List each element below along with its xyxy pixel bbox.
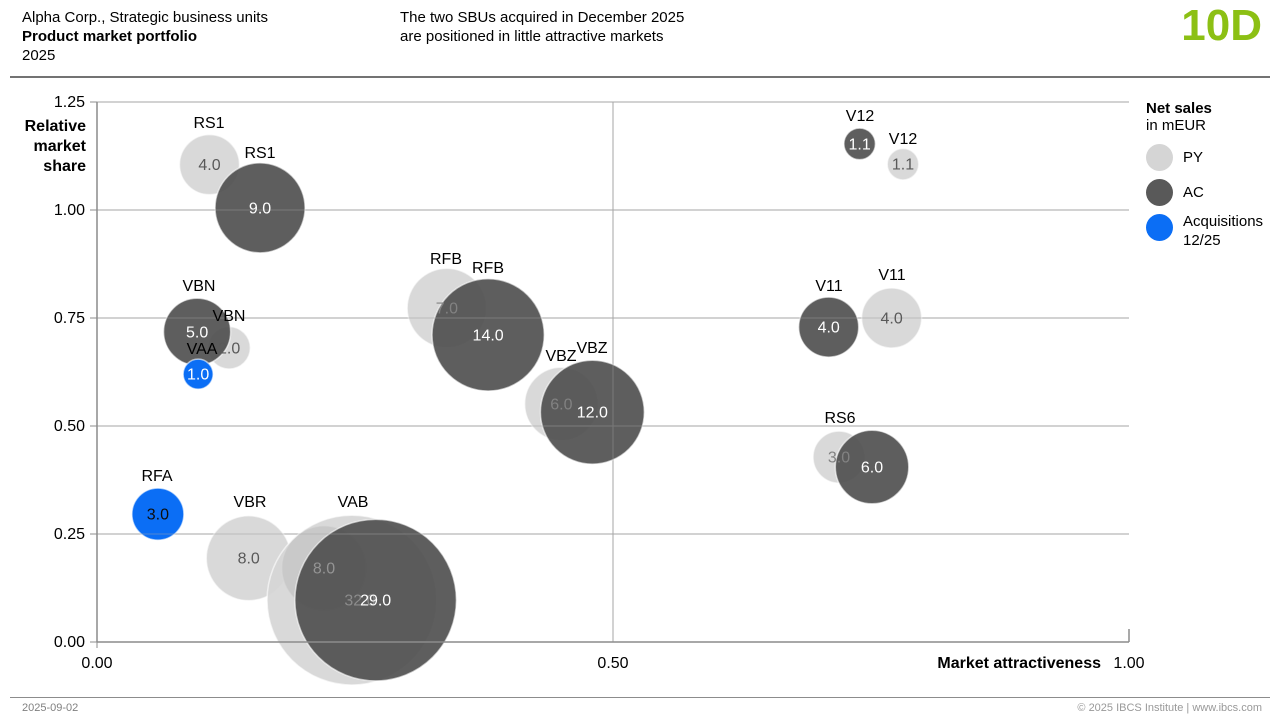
bubble-V11-AC <box>797 296 860 358</box>
bubble-label-VAB-PY: VAB <box>338 494 369 511</box>
y-axis-title: market <box>34 138 87 155</box>
y-tick-label: 0.25 <box>54 526 85 543</box>
bubble-value-VBR-PY: 8.0 <box>238 551 260 568</box>
y-tick-label: 0.00 <box>54 634 85 651</box>
bubble-label-RS1-AC: RS1 <box>244 145 275 162</box>
ac-bubble-icon <box>1146 179 1173 206</box>
bubble-label-VBZ-PY: VBZ <box>545 348 576 365</box>
bubble-value-VBN-PY: 2.0 <box>218 340 240 357</box>
bubble-value-RS1-AC: 9.0 <box>249 200 271 217</box>
bubble-label-VBN-AC: VBN <box>183 278 216 295</box>
bubble-value-RFA-ACQ: 3.0 <box>147 507 169 524</box>
bubble-value-VAB-AC: 29.0 <box>360 593 391 610</box>
header-separator <box>10 76 1270 78</box>
bubble-value-RFB-AC: 14.0 <box>473 327 504 344</box>
bubble-label-V11-PY: V11 <box>878 267 905 284</box>
bubble-value-VAA-ACQ: 1.0 <box>187 367 209 384</box>
y-tick-label: 1.00 <box>54 202 85 219</box>
bubble-label-V11-AC: V11 <box>815 278 842 295</box>
legend: Net sales in mEUR PY AC Acquisitions 12/… <box>1146 100 1276 249</box>
legend-label-py: PY <box>1183 149 1204 166</box>
y-tick-label: 1.25 <box>54 94 85 111</box>
y-axis-title: Relative <box>25 118 86 135</box>
x-axis-title: Market attractiveness <box>937 655 1101 672</box>
bubble-V12-AC <box>843 127 877 161</box>
message-line-1: The two SBUs acquired in December 2025 <box>400 9 685 26</box>
legend-label-acquisitions: Acquisitions 12/25 <box>1183 213 1264 249</box>
title-line-3: 2025 <box>22 47 56 64</box>
footer-copyright: © 2025 IBCS Institute | www.ibcs.com <box>1077 702 1262 714</box>
bubble-value-RFB-PY: 7.0 <box>436 301 458 318</box>
bubble-value-VAB-PY: 32.0 <box>344 593 375 610</box>
message-line-2: are positioned in little attractive mark… <box>400 28 664 45</box>
footer-separator <box>10 697 1270 698</box>
bubble-label-RS1-PY: RS1 <box>193 115 224 132</box>
footer-date: 2025-09-02 <box>22 702 79 714</box>
bubble-value-VBR-AC: 8.0 <box>313 561 335 578</box>
py-bubble-icon <box>1146 144 1173 171</box>
bubble-V11-PY <box>860 287 923 349</box>
bubble-label-V12-AC: V12 <box>846 108 875 125</box>
bubble-RFA-ACQ <box>131 487 185 541</box>
page-number: 10D <box>1181 1 1262 50</box>
bubble-value-V12-PY: 1.1 <box>892 157 914 174</box>
bubble-label-VBR-PY: VBR <box>234 494 267 511</box>
bubble-value-RS6-PY: 3.0 <box>828 450 850 467</box>
title-line-1: Alpha Corp., Strategic business units <box>22 9 268 26</box>
bubble-label-RS6-PY: RS6 <box>824 410 855 427</box>
bubble-label-V12-PY: V12 <box>889 131 918 148</box>
bubble-V12-PY <box>886 147 920 181</box>
bubble-label-VBN-PY: VBN <box>213 308 246 325</box>
bubble-label-VAA-ACQ: VAA <box>187 341 218 358</box>
bubble-label-RFB-AC: RFB <box>472 260 504 277</box>
bubble-VAB-AC <box>294 518 458 682</box>
legend-title: Net sales <box>1146 100 1212 117</box>
title-line-2: Product market portfolio <box>22 28 198 45</box>
bubble-RFB-AC <box>431 277 546 392</box>
report-title: Alpha Corp., Strategic business units Pr… <box>22 8 268 65</box>
tick-labels: 0.00 0.25 0.50 0.75 1.00 1.25 0.00 0.50 1.00 Mark… <box>25 94 1145 672</box>
bubble-value-V11-AC: 4.0 <box>818 320 840 337</box>
bubble-value-V11-PY: 4.0 <box>881 311 903 328</box>
bubble-value-RS6-AC: 6.0 <box>861 460 883 477</box>
bubble-VAA-ACQ <box>182 358 214 390</box>
bubble-label-RFB-PY: RFB <box>430 251 462 268</box>
bubble-RS6-AC <box>834 429 910 505</box>
bubble-label-RFA-ACQ: RFA <box>141 468 172 485</box>
bubble-RS1-AC <box>214 162 306 254</box>
gridline-overlay <box>97 101 1129 642</box>
x-tick-label: 0.00 <box>81 655 112 672</box>
bubble-label-VBZ-AC: VBZ <box>576 340 607 357</box>
bubble-value-VBN-AC: 5.0 <box>186 324 208 341</box>
bubble-value-VBZ-PY: 6.0 <box>550 396 572 413</box>
axes <box>90 101 1130 648</box>
bubble-value-RS1-PY: 4.0 <box>198 157 220 174</box>
bubble-value-VBZ-AC: 12.0 <box>577 405 608 422</box>
legend-subtitle: in mEUR <box>1146 117 1207 134</box>
bubble-value-V12-AC: 1.1 <box>849 136 871 153</box>
chart-message: The two SBUs acquired in December 2025 a… <box>400 8 684 46</box>
acquisition-bubble-icon <box>1146 214 1173 241</box>
y-tick-label: 0.50 <box>54 418 85 435</box>
x-tick-label: 0.50 <box>597 655 628 672</box>
y-tick-label: 0.75 <box>54 310 85 327</box>
x-tick-label: 1.00 <box>1113 655 1144 672</box>
legend-label-ac: AC <box>1183 184 1204 201</box>
y-axis-title: share <box>43 158 86 175</box>
bubble-labels: 4.0 9.0 2.0 5.0 1.0 7.0 14.0 6.0 12.0 1.1 1.1 4.0 4.… <box>141 108 917 610</box>
bubble-VBZ-AC <box>539 359 646 465</box>
